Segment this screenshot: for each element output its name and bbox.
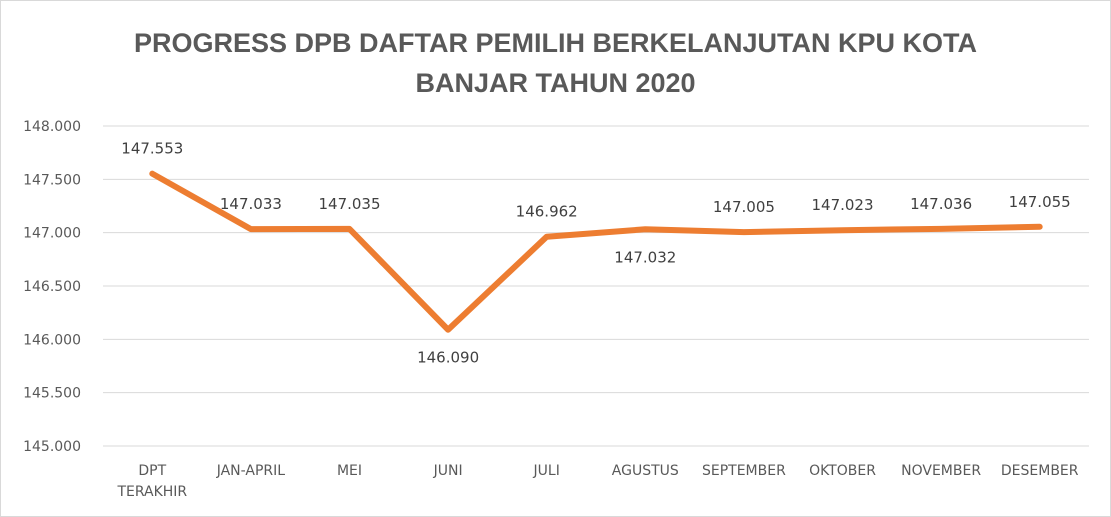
x-tick-label-line: OKTOBER: [809, 463, 876, 479]
x-tick-label-line: DESEMBER: [1001, 463, 1079, 479]
y-tick-label: 147.000: [23, 226, 81, 242]
chart-title: PROGRESS DPB DAFTAR PEMILIH BERKELANJUTA…: [1, 23, 1110, 103]
data-label: 147.036: [910, 195, 972, 213]
x-axis-category-labels: DPT TERAKHIR JAN-APRIL MEI JUNI JULI AGUSTUS SE…: [116, 463, 1078, 500]
data-label: 147.035: [318, 195, 380, 213]
x-tick-label-line: JULI: [533, 463, 560, 479]
x-tick-label: OKTOBER: [809, 463, 876, 479]
data-label: 146.962: [516, 203, 578, 221]
x-tick-label-line: JAN-APRIL: [216, 463, 286, 479]
x-tick-label-line: JUNI: [433, 463, 463, 479]
y-tick-label: 148.000: [23, 119, 81, 135]
data-label: 147.032: [614, 248, 676, 266]
data-label: 147.005: [713, 198, 775, 216]
x-tick-label: DPT TERAKHIR: [116, 463, 187, 500]
x-tick-label-line: MEI: [337, 463, 362, 479]
series-polyline: [149, 170, 1043, 333]
x-tick-label-line: TERAKHIR: [116, 484, 187, 500]
data-label: 147.055: [1009, 193, 1071, 211]
x-tick-label: JUNI: [433, 463, 463, 479]
x-tick-label-line: DPT: [138, 463, 166, 479]
x-tick-label: MEI: [337, 463, 362, 479]
chart-title-line-2: BANJAR TAHUN 2020: [415, 68, 696, 98]
x-tick-label: JULI: [533, 463, 560, 479]
y-axis-tick-labels: 145.000 145.500 146.000 146.500 147.000 147.5…: [23, 119, 81, 455]
x-tick-label: DESEMBER: [1001, 463, 1079, 479]
x-tick-label: SEPTEMBER: [702, 463, 786, 479]
x-tick-label-line: SEPTEMBER: [702, 463, 786, 479]
gridlines: [103, 125, 1089, 447]
data-label: 147.553: [121, 140, 183, 158]
data-labels: 147.553 147.033 147.035 146.090 146.962 147.0…: [121, 140, 1070, 367]
x-tick-label: JAN-APRIL: [216, 463, 286, 479]
y-tick-label: 145.500: [23, 386, 81, 402]
y-tick-label: 147.500: [23, 172, 81, 188]
data-label: 147.023: [811, 196, 873, 214]
y-tick-label: 146.500: [23, 279, 81, 295]
x-tick-label: AGUSTUS: [612, 463, 679, 479]
data-label: 146.090: [417, 349, 479, 367]
x-tick-label-line: AGUSTUS: [612, 463, 679, 479]
chart-title-line-1: PROGRESS DPB DAFTAR PEMILIH BERKELANJUTA…: [133, 28, 978, 58]
data-label: 147.033: [220, 195, 282, 213]
y-tick-label: 145.000: [23, 439, 81, 455]
x-tick-label: NOVEMBER: [901, 463, 981, 479]
series-line: [149, 170, 1043, 333]
y-tick-label: 146.000: [23, 332, 81, 348]
x-tick-label-line: NOVEMBER: [901, 463, 981, 479]
